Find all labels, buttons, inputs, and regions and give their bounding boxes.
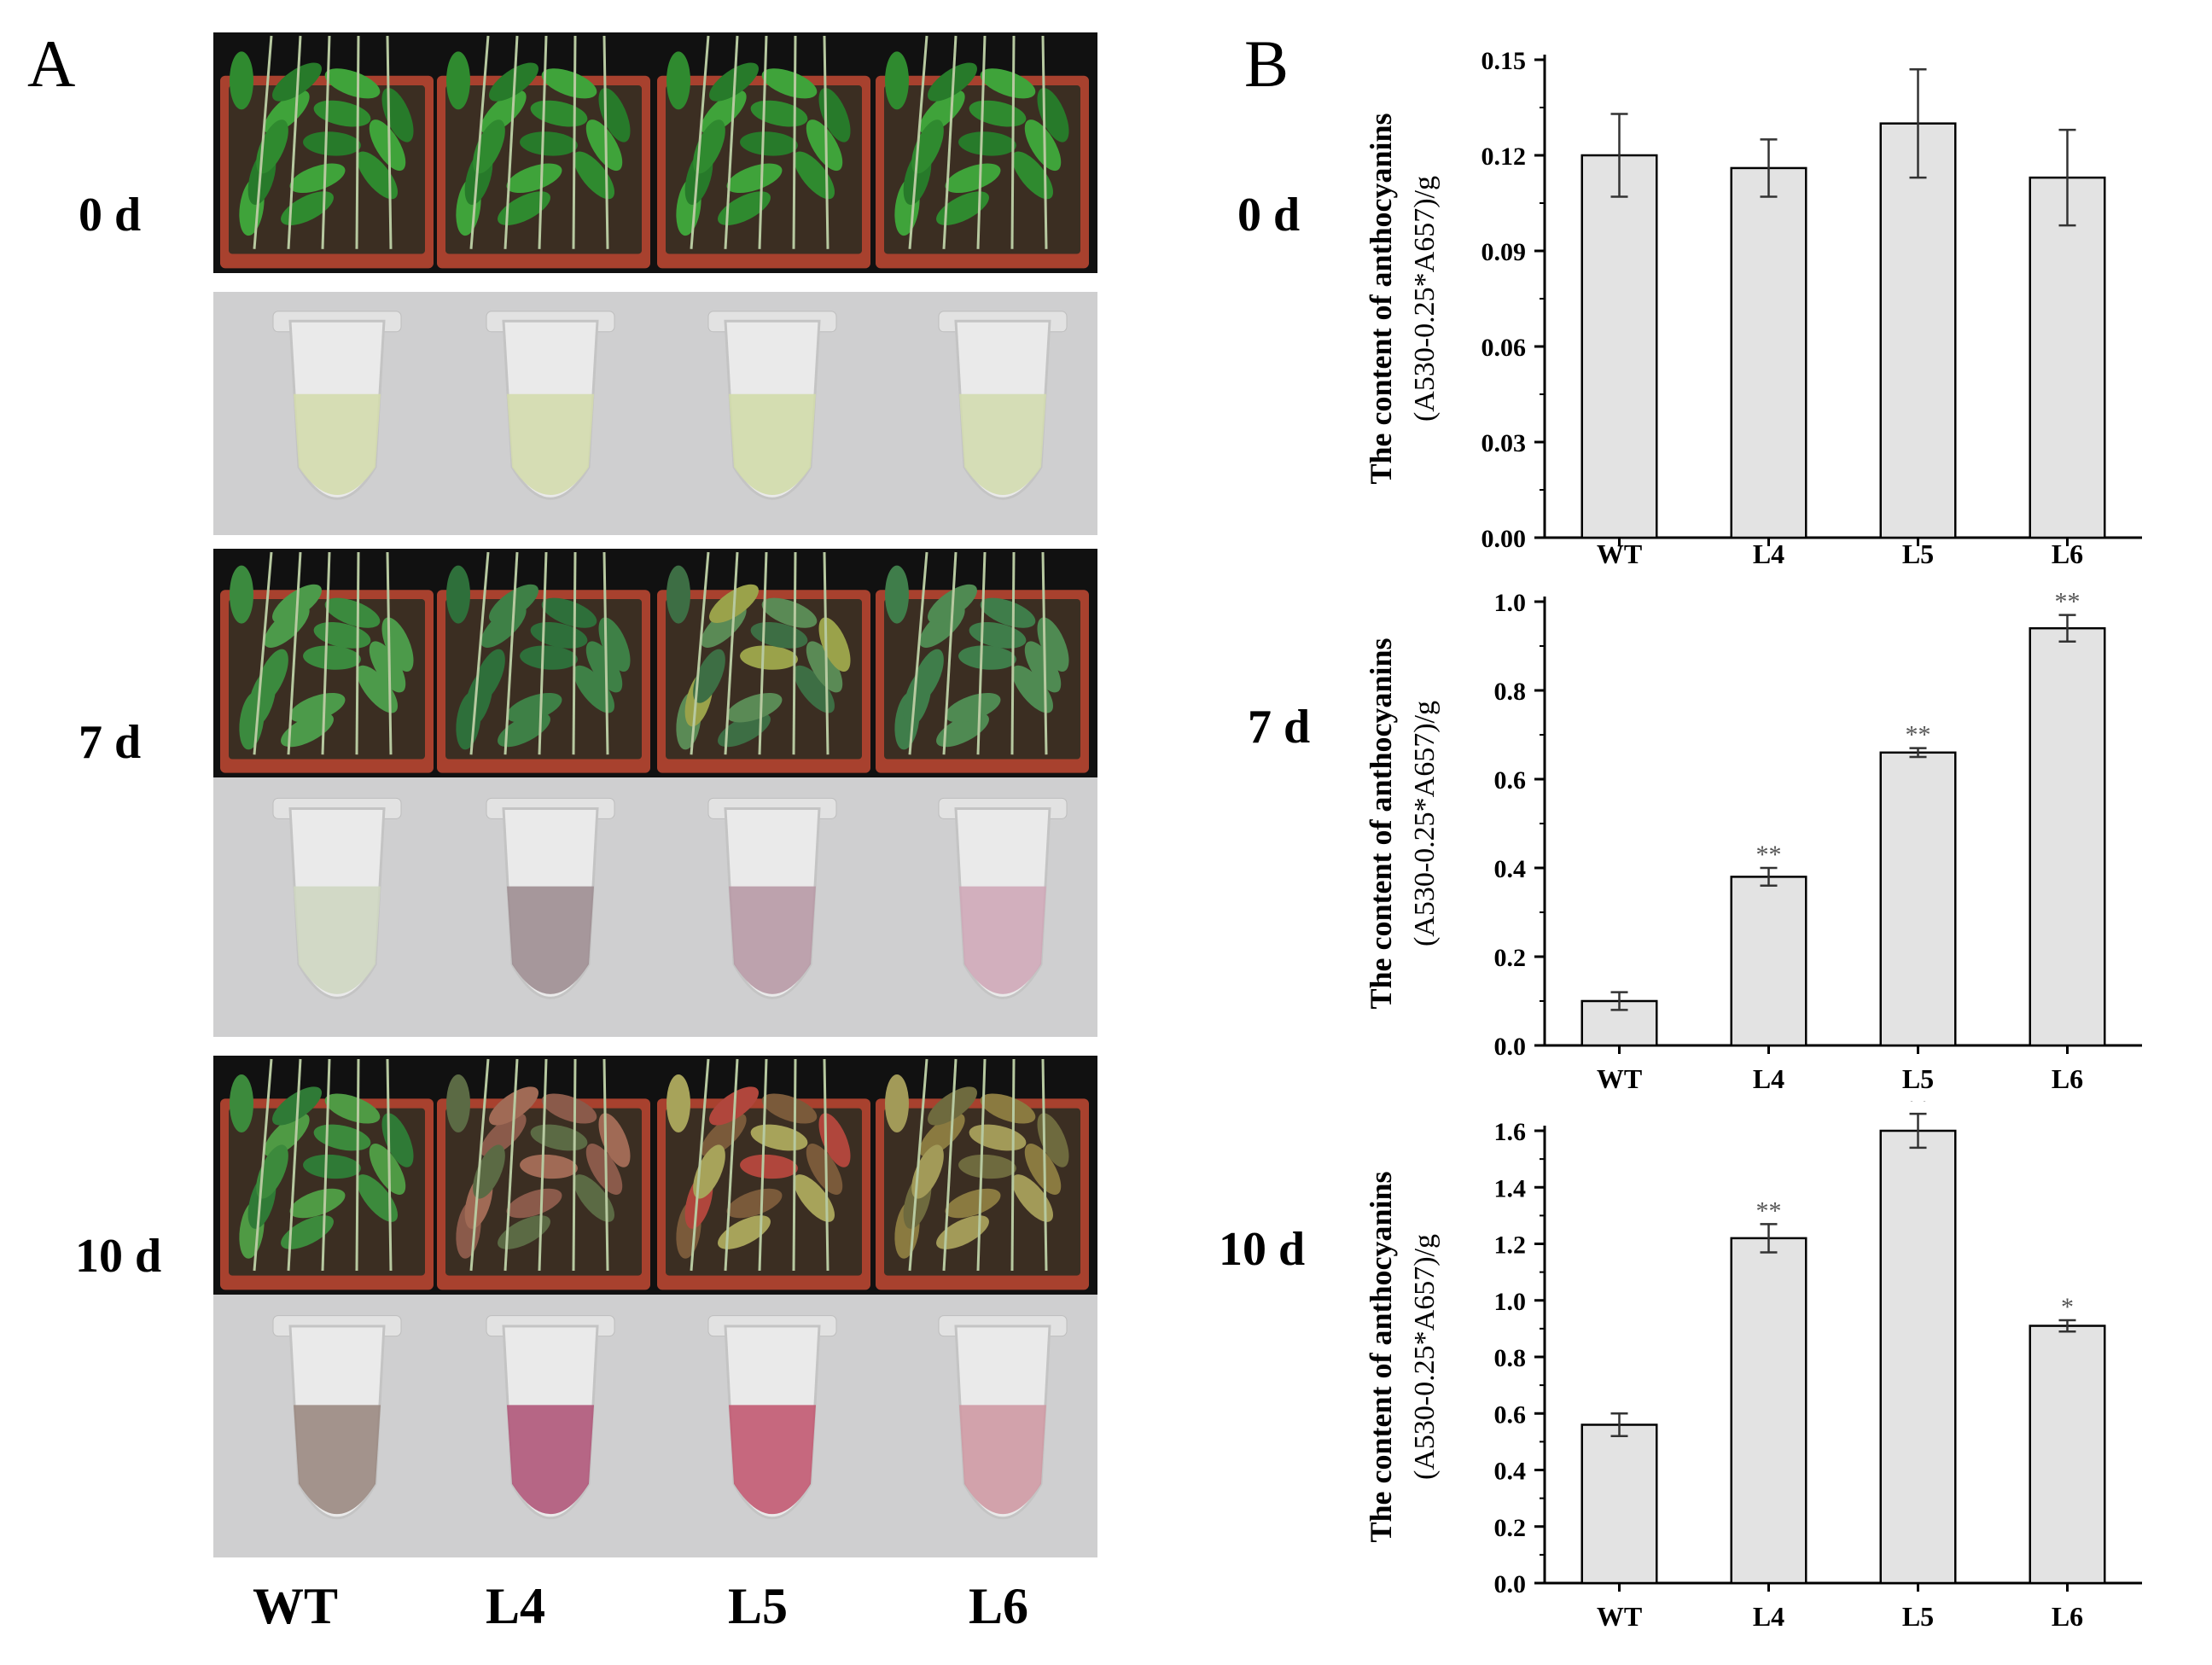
bar-wt <box>1580 1423 1658 1585</box>
x-tick-label: L4 <box>1753 539 1784 569</box>
y-tick-label: 0.4 <box>1494 855 1527 883</box>
y-tick-label: 0.8 <box>1494 1344 1527 1372</box>
y-axis-label: The content of anthocyanins <box>1364 1171 1398 1542</box>
y-tick-label: 1.6 <box>1494 1118 1527 1146</box>
bar-chart-day-0: 0.00 0.03 0.06 0.09 0.12 0.15 WT L4 L5 L6 The cont… <box>1364 47 2142 569</box>
x-tick-label: L5 <box>1902 1601 1934 1632</box>
significance-mark: * <box>2061 1293 2074 1321</box>
significance-mark: ** <box>1756 1196 1782 1225</box>
y-tick-label: 1.0 <box>1494 589 1527 617</box>
plants-photo-day-10 <box>213 1056 1097 1295</box>
significance-mark: ** <box>2055 588 2081 616</box>
x-tick-label: L4 <box>1753 1063 1784 1094</box>
error-bar-l6 <box>2058 128 2076 227</box>
bar-l6 <box>2029 1324 2106 1585</box>
error-bar-wt <box>1610 991 1628 1011</box>
y-tick-label: 0.6 <box>1494 1400 1527 1429</box>
error-bar-l5 <box>1909 747 1927 759</box>
tubes-photo-day-10 <box>213 1295 1097 1557</box>
bar-l4 <box>1730 876 1807 1047</box>
y-tick-label: 0.0 <box>1494 1570 1527 1598</box>
tubes-photo-day-0 <box>213 292 1097 535</box>
panel-a-day-7-label: 7 d <box>79 716 142 769</box>
bar-l5 <box>1879 1129 1957 1585</box>
x-tick-label: L6 <box>2052 539 2083 569</box>
y-tick-label: 0.06 <box>1481 334 1527 362</box>
y-axis-label-units: (A530-0.25*A657)/g <box>1409 1234 1441 1480</box>
error-bar-l6 <box>2058 1319 2076 1333</box>
bar-chart-day-10: 0.0 0.2 0.4 0.6 0.8 1.0 1.2 1.4 1.6 WT ** L4 ** L5 * L6… <box>1364 1101 2142 1632</box>
x-tick-label: L5 <box>1902 1063 1934 1094</box>
plants-photo-day-0 <box>213 32 1097 273</box>
error-bar-l4 <box>1760 866 1778 888</box>
y-tick-label: 0.15 <box>1481 47 1527 75</box>
x-tick-label: WT <box>1597 1601 1642 1632</box>
x-tick-label: L5 <box>1902 539 1934 569</box>
bar-l6 <box>2029 626 2106 1047</box>
y-tick-label: 0.6 <box>1494 766 1527 795</box>
y-tick-label: 0.00 <box>1481 525 1527 553</box>
panel-b-day-0-label: 0 d <box>1237 189 1301 242</box>
panel-b-day-10-label: 10 d <box>1219 1223 1306 1276</box>
y-tick-label: 0.0 <box>1494 1033 1527 1061</box>
bar-l4 <box>1730 166 1807 539</box>
bar-l4 <box>1730 1237 1807 1585</box>
y-tick-label: 0.8 <box>1494 678 1527 706</box>
bar-l5 <box>1879 751 1957 1047</box>
panel-a-day-10-label: 10 d <box>75 1230 162 1283</box>
y-axis-label-units: (A530-0.25*A657)/g <box>1409 176 1441 422</box>
x-tick-label: L6 <box>2052 1063 2083 1094</box>
panel-a-day-0-label: 0 d <box>79 189 142 242</box>
error-bar-l6 <box>2058 614 2076 643</box>
y-axis-label-units: (A530-0.25*A657)/g <box>1409 701 1441 946</box>
y-tick-label: 0.03 <box>1481 429 1527 457</box>
y-tick-label: 0.09 <box>1481 238 1527 266</box>
panel-b-day-7-label: 7 d <box>1248 701 1311 754</box>
genotype-label-l5: L5 <box>727 1578 789 1634</box>
panel-b-letter: B <box>1244 26 1289 101</box>
y-axis-label: The content of anthocyanins <box>1364 637 1398 1009</box>
bar-chart-day-7: 0.0 0.2 0.4 0.6 0.8 1.0 WT ** L4 ** L5 ** L6 The cont… <box>1364 588 2142 1094</box>
error-bar-l4 <box>1760 1223 1778 1254</box>
plants-photo-day-7 <box>213 549 1097 777</box>
tubes-photo-day-7 <box>213 777 1097 1037</box>
significance-mark: ** <box>1906 1101 1931 1115</box>
y-tick-label: 0.12 <box>1481 143 1527 171</box>
y-tick-label: 0.2 <box>1494 1514 1527 1542</box>
error-bar-l4 <box>1760 138 1778 198</box>
significance-mark: ** <box>1906 721 1931 749</box>
y-tick-label: 1.0 <box>1494 1288 1527 1316</box>
genotype-label-wt: WT <box>252 1578 339 1634</box>
y-tick-label: 0.4 <box>1494 1458 1527 1486</box>
error-bar-l5 <box>1909 1112 1927 1150</box>
x-tick-label: L4 <box>1753 1601 1784 1632</box>
bar-l5 <box>1879 122 1957 539</box>
x-tick-label: WT <box>1597 1063 1642 1094</box>
error-bar-wt <box>1610 113 1628 198</box>
significance-mark: ** <box>1756 841 1782 869</box>
error-bar-wt <box>1610 1412 1628 1437</box>
y-tick-label: 0.2 <box>1494 944 1527 972</box>
x-tick-label: WT <box>1597 539 1642 569</box>
genotype-label-l4: L4 <box>485 1578 546 1634</box>
x-tick-label: L6 <box>2052 1601 2083 1632</box>
y-tick-label: 1.4 <box>1494 1174 1527 1202</box>
error-bar-l5 <box>1909 67 1927 179</box>
genotype-label-l6: L6 <box>968 1578 1029 1634</box>
y-tick-label: 1.2 <box>1494 1231 1527 1260</box>
bar-l6 <box>2029 176 2106 539</box>
y-axis-label: The content of anthocyanins <box>1364 113 1398 484</box>
panel-a-letter: A <box>27 26 76 101</box>
bar-wt <box>1580 154 1658 539</box>
